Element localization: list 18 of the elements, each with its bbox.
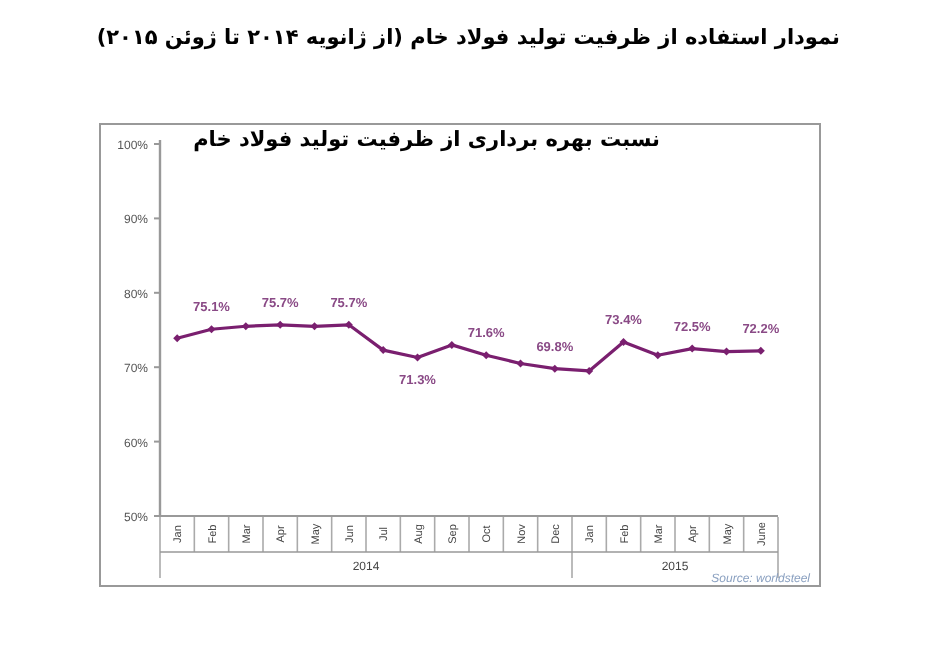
point [482,351,491,360]
point [619,337,628,346]
point [756,346,765,355]
point [688,344,697,353]
point [516,359,525,368]
point [207,325,216,334]
point [447,340,456,349]
chart-subtitle: نسبت بهره برداری از ظرفیت تولید فولاد خام [193,128,661,152]
point [173,334,182,343]
point [310,322,319,331]
point [550,364,559,373]
point [379,346,388,355]
point [413,353,422,362]
point [344,320,353,329]
point [653,351,662,360]
point [585,366,594,375]
point [276,320,285,329]
chart-title: نمودار استفاده از ظرفیت تولید فولاد خام (از ژانویه ۲۰۱۴ تا ژوئن ۲۰۱۵) [96,26,841,50]
